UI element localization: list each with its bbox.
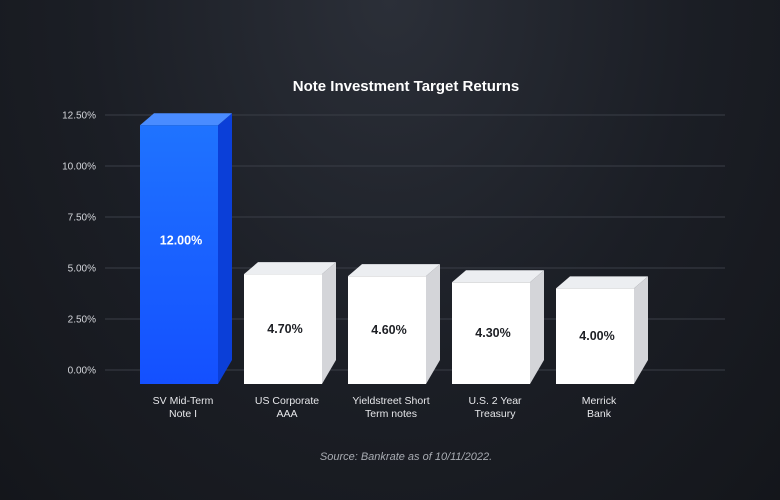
bar <box>244 274 322 384</box>
x-axis: SV Mid-Term Note I US Corporate AAA Yieldstr… <box>153 395 617 420</box>
bar <box>140 125 218 384</box>
bar-side <box>218 113 232 384</box>
category-label: Merrick Bank <box>582 395 617 420</box>
bar-side <box>634 276 648 384</box>
bar-group: 4.70% <box>244 262 336 384</box>
y-tick-label: 0.00% <box>68 366 96 377</box>
category-label: US Corporate AAA <box>255 395 319 420</box>
bar-side <box>530 270 544 384</box>
y-tick-label: 2.50% <box>68 315 96 326</box>
y-tick-label: 10.00% <box>62 162 96 173</box>
data-label: 4.60% <box>371 323 406 337</box>
category-label: Yieldstreet Short Term notes <box>352 395 429 420</box>
data-label: 4.30% <box>475 326 510 340</box>
bar-top <box>452 270 544 283</box>
chart-title: Note Investment Target Returns <box>293 78 519 95</box>
bar-group: 4.60% <box>348 264 440 384</box>
data-label: 12.00% <box>160 233 202 247</box>
bar-side <box>322 262 336 384</box>
bar-group: 4.30% <box>452 270 544 384</box>
y-tick-label: 12.50% <box>62 111 96 122</box>
bar <box>556 288 634 384</box>
bar-top <box>348 264 440 277</box>
bars: 12.00% 4.70% 4.60% 4.30% 4.00% <box>140 113 648 384</box>
data-label: 4.00% <box>579 329 614 343</box>
category-label: U.S. 2 Year Treasury <box>468 395 522 420</box>
y-axis: 0.00% 2.50% 5.00% 7.50% 10.00% 12.50% <box>62 111 96 377</box>
category-label: SV Mid-Term Note I <box>153 395 214 420</box>
bar-group: 12.00% <box>140 113 232 384</box>
bar <box>452 282 530 384</box>
bar-group: 4.00% <box>556 276 648 384</box>
data-label: 4.70% <box>267 322 302 336</box>
bar-side <box>426 264 440 384</box>
source-note: Source: Bankrate as of 10/11/2022. <box>320 451 492 463</box>
bar-top <box>556 276 648 289</box>
bar-top <box>244 262 336 275</box>
bar-top <box>140 113 232 126</box>
y-tick-label: 5.00% <box>68 264 96 275</box>
bar <box>348 276 426 384</box>
y-tick-label: 7.50% <box>68 213 96 224</box>
